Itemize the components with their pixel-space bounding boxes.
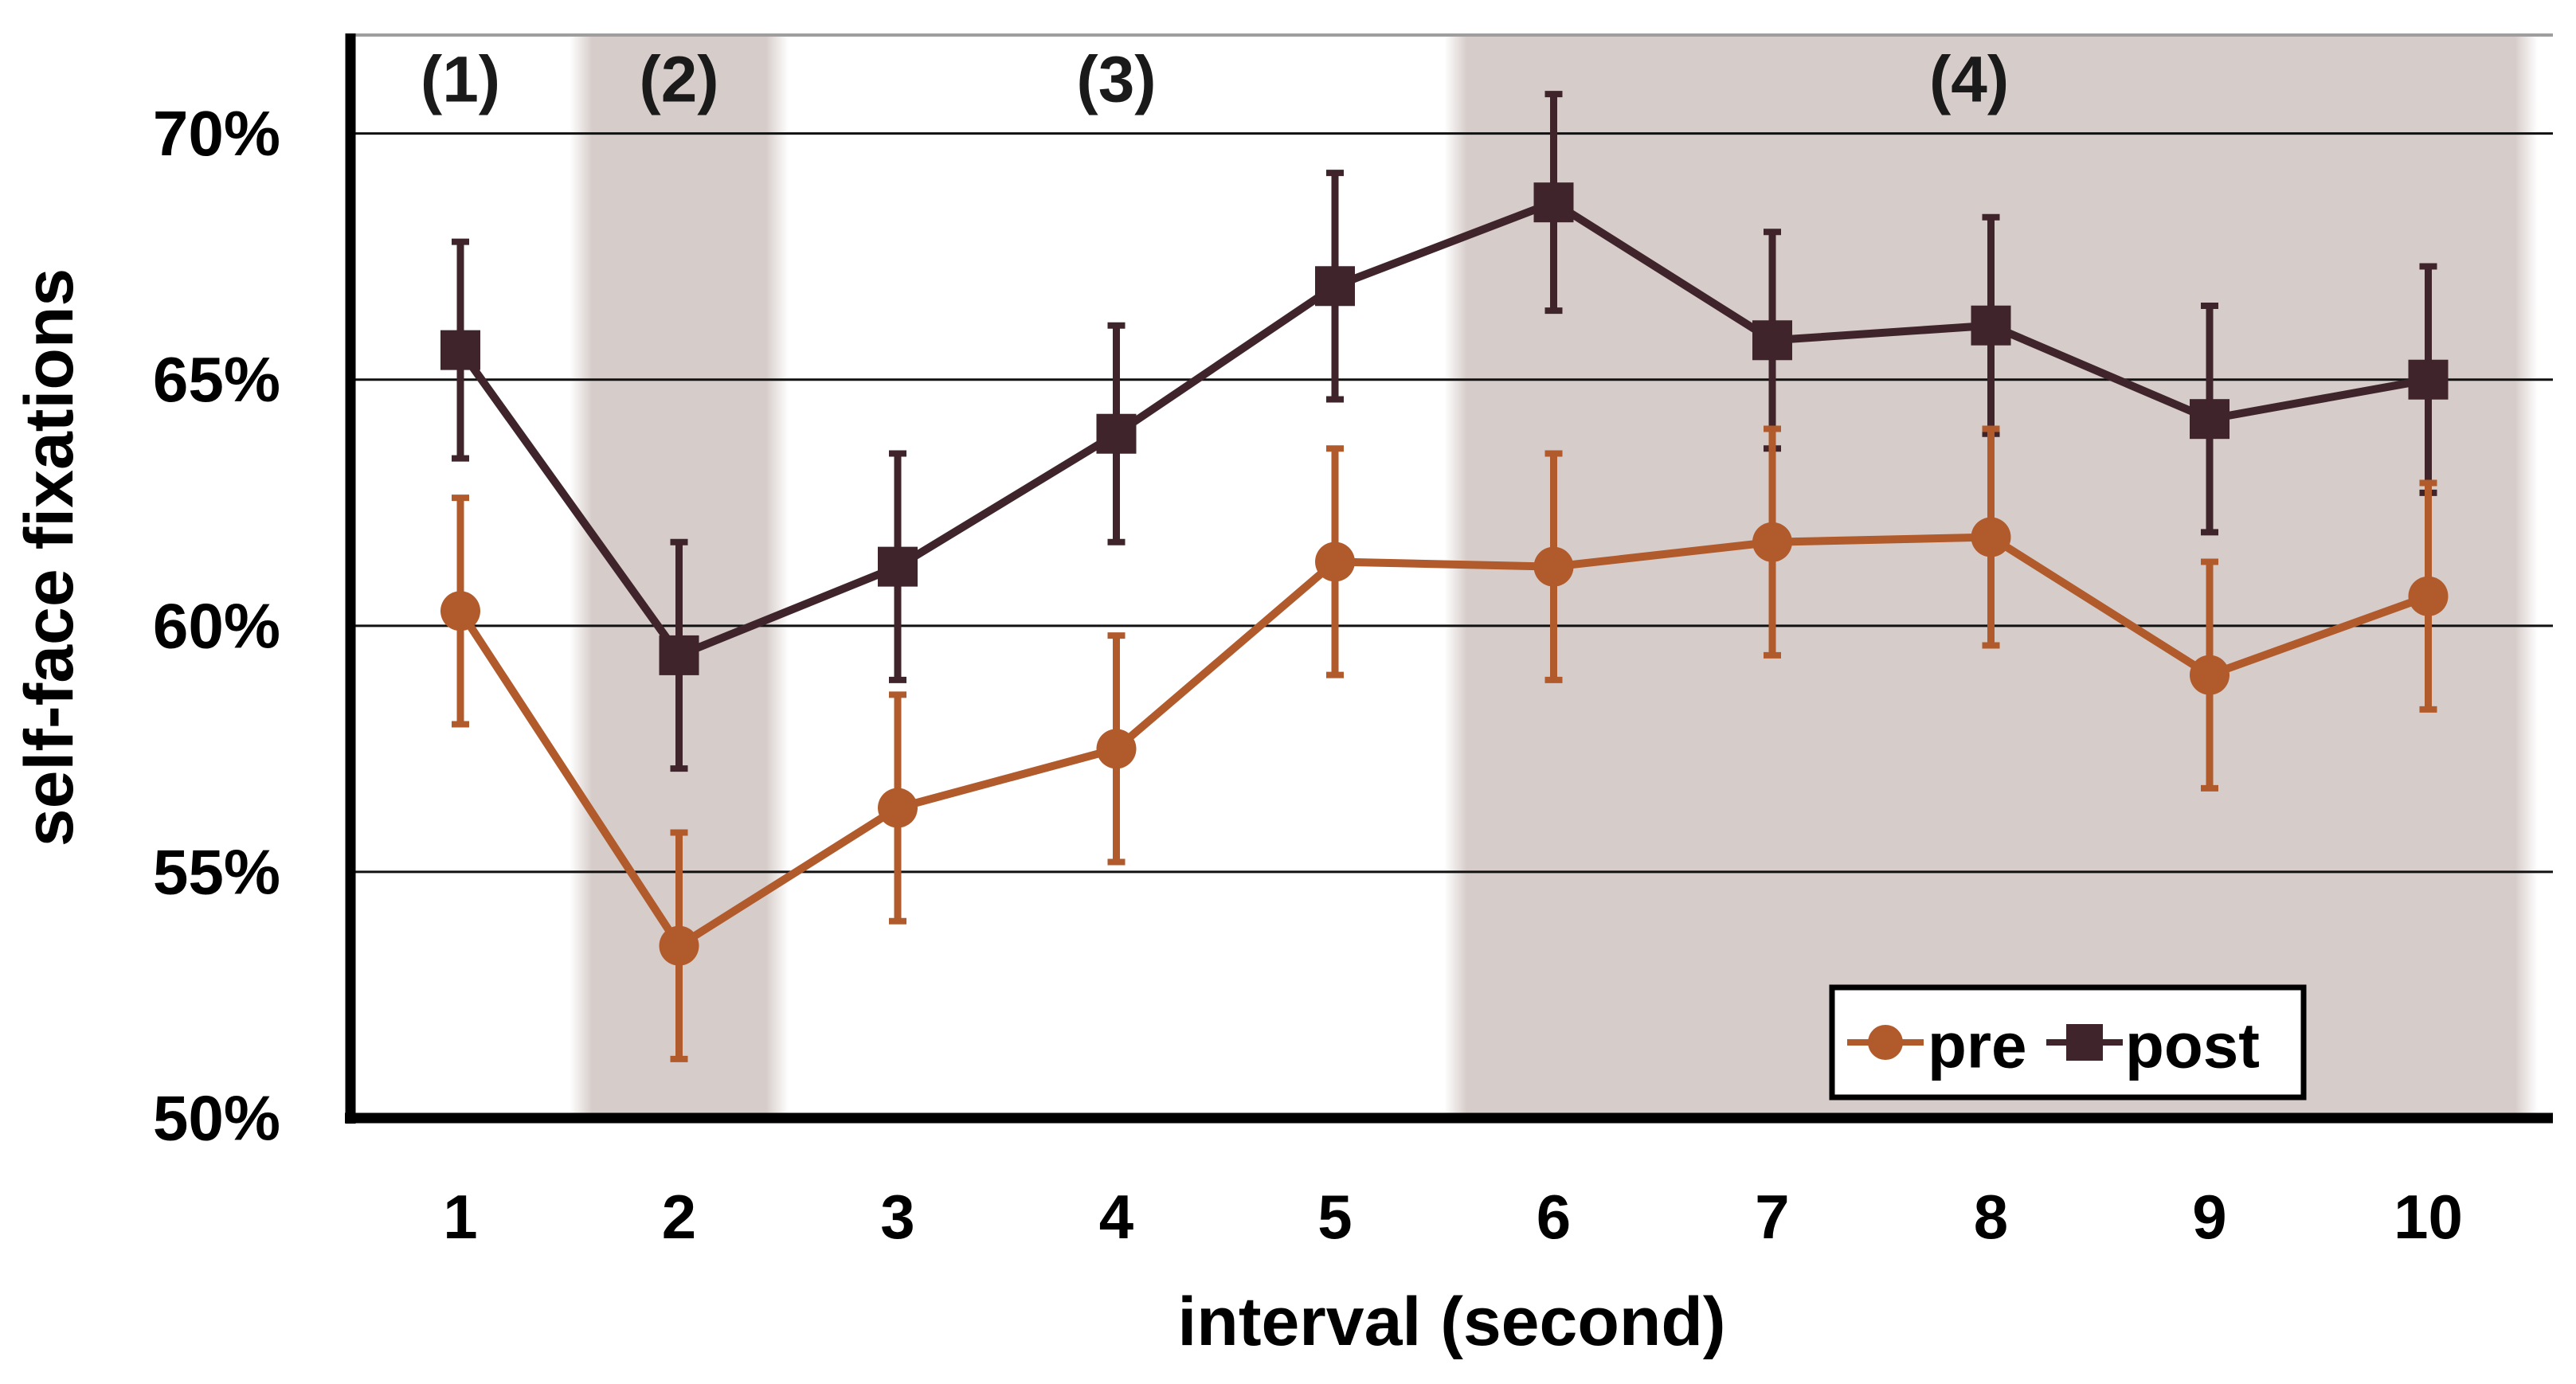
annotation-4: (4) <box>1929 44 2009 116</box>
xtick-label-3: 3 <box>880 1182 914 1252</box>
marker-post-3 <box>878 546 918 587</box>
xtick-label-6: 6 <box>1537 1182 1571 1252</box>
marker-post-5 <box>1315 266 1355 307</box>
legend: pre post <box>1829 984 2307 1101</box>
marker-pre-4 <box>1096 729 1137 769</box>
legend-label-pre: pre <box>1928 1011 2027 1081</box>
marker-pre-1 <box>440 591 480 631</box>
marker-pre-6 <box>1533 546 1574 587</box>
marker-pre-9 <box>2190 655 2230 695</box>
marker-post-2 <box>659 635 699 675</box>
marker-post-10 <box>2408 359 2449 400</box>
ytick-label-70: 70% <box>153 98 280 169</box>
x-axis-title: interval (second) <box>1177 1284 1725 1360</box>
legend-marker-post <box>2066 1024 2103 1061</box>
line-post <box>456 197 2429 661</box>
marker-pre-8 <box>1971 517 2011 557</box>
y-axis-title: self-face fixations <box>11 268 88 846</box>
legend-item-post: post <box>2046 1011 2260 1081</box>
ytick-label-65: 65% <box>153 344 280 415</box>
legend-marker-pre <box>1868 1025 1903 1060</box>
marker-pre-10 <box>2408 576 2449 616</box>
legend-label-post: post <box>2125 1011 2260 1081</box>
xtick-label-5: 5 <box>1317 1182 1352 1252</box>
marker-pre-3 <box>878 788 918 828</box>
series-pre <box>440 425 2449 1062</box>
ytick-label-60: 60% <box>153 590 280 661</box>
marker-post-7 <box>1752 320 1792 361</box>
marker-pre-5 <box>1315 541 1355 582</box>
xtick-label-10: 10 <box>2394 1182 2463 1252</box>
annotation-1: (1) <box>421 44 500 116</box>
annotation-3: (3) <box>1076 44 1156 116</box>
marker-post-1 <box>440 330 480 370</box>
xtick-label-2: 2 <box>662 1182 696 1252</box>
annotation-2: (2) <box>639 44 718 116</box>
marker-post-4 <box>1096 413 1137 454</box>
marker-post-8 <box>1971 305 2011 346</box>
marker-post-9 <box>2190 399 2230 440</box>
xtick-label-9: 9 <box>2192 1182 2226 1252</box>
series-post <box>440 91 2449 772</box>
marker-pre-7 <box>1752 522 1792 562</box>
xtick-label-1: 1 <box>443 1182 477 1252</box>
xtick-label-8: 8 <box>1974 1182 2008 1252</box>
marker-post-6 <box>1533 182 1574 223</box>
ytick-label-55: 55% <box>153 836 280 907</box>
legend-item-pre: pre <box>1847 1011 2027 1081</box>
xtick-label-4: 4 <box>1099 1182 1133 1252</box>
ytick-label-50: 50% <box>153 1083 280 1154</box>
xtick-label-7: 7 <box>1755 1182 1789 1252</box>
marker-pre-2 <box>659 925 699 966</box>
line-pre <box>456 533 2430 952</box>
